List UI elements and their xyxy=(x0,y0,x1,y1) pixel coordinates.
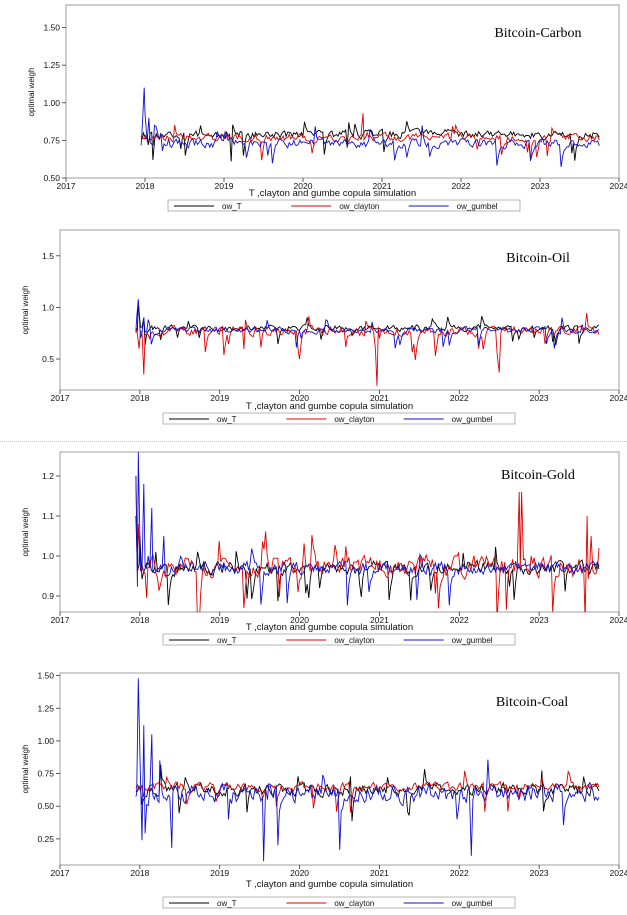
chart-title: Bitcoin-Carbon xyxy=(494,26,581,41)
y-tick-label: 1.0 xyxy=(42,302,54,312)
x-tick-label: 2020 xyxy=(290,615,309,625)
x-tick-label: 2022 xyxy=(450,615,469,625)
x-tick-label: 2023 xyxy=(530,615,549,625)
y-tick-label: 1.00 xyxy=(43,98,60,108)
y-axis-label: optimal weigh xyxy=(21,508,30,557)
legend: ow_T ow_clayton ow_gumbel xyxy=(162,896,516,909)
series-line-ow_gumbel xyxy=(135,678,600,862)
x-tick-label: 2024 xyxy=(610,181,627,191)
chart-panel-4: 2017 2018 2019 2020 2021 2022 2023 2024 0.25 0.50… xyxy=(21,671,627,909)
x-tick-label: 2024 xyxy=(610,868,627,878)
x-axis-label: T ,clayton and gumbe copula simulation xyxy=(246,879,413,890)
legend-box xyxy=(167,199,521,212)
x-tick-label: 2021 xyxy=(370,868,389,878)
y-axis-label: optimal weigh xyxy=(21,745,30,794)
y-axis-label: optimal weigh xyxy=(21,286,30,335)
legend: ow_T ow_clayton ow_gumbel xyxy=(167,199,521,212)
panel-divider xyxy=(0,441,627,442)
legend-box xyxy=(162,896,516,909)
y-tick-label: 0.5 xyxy=(42,354,54,364)
chart-title: Bitcoin-Gold xyxy=(501,468,575,483)
series-line-ow_clayton xyxy=(140,113,600,161)
x-tick-label: 2021 xyxy=(370,615,389,625)
series-line-ow_gumbel xyxy=(135,452,600,606)
x-tick-label: 2017 xyxy=(51,615,70,625)
legend-label: ow_T xyxy=(222,202,242,211)
legend-label: ow_gumbel xyxy=(452,415,493,424)
x-axis-label: T ,clayton and gumbe copula simulation xyxy=(249,188,416,199)
y-tick-label: 1.00 xyxy=(37,736,54,746)
y-tick-label: 0.75 xyxy=(37,769,54,779)
legend-label: ow_gumbel xyxy=(457,202,498,211)
x-tick-label: 2019 xyxy=(210,615,229,625)
chart-panel-2: 2017 2018 2019 2020 2021 2022 2023 2024 0.5 1.0 1.… xyxy=(21,229,627,425)
x-tick-label: 2018 xyxy=(130,868,149,878)
y-tick-label: 1.2 xyxy=(42,471,54,481)
chart-title: Bitcoin-Oil xyxy=(506,251,570,266)
y-tick-label: 0.25 xyxy=(37,834,54,844)
chart-panel-3: 2017 2018 2019 2020 2021 2022 2023 2024 0.9 1.0 1.… xyxy=(21,451,627,646)
x-tick-label: 2023 xyxy=(530,868,549,878)
x-tick-label: 2020 xyxy=(290,868,309,878)
plot-frame xyxy=(59,451,620,613)
chart-panel-1: 2017 2018 2019 2020 2021 2022 2023 2024 0.50 0.75… xyxy=(27,4,627,212)
x-tick-label: 2017 xyxy=(57,181,76,191)
x-tick-label: 2020 xyxy=(290,393,309,403)
legend-label: ow_gumbel xyxy=(452,899,493,908)
x-tick-label: 2018 xyxy=(130,393,149,403)
legend-label: ow_T xyxy=(217,899,237,908)
y-tick-label: 1.50 xyxy=(43,23,60,33)
legend-label: ow_clayton xyxy=(334,415,374,424)
legend-label: ow_clayton xyxy=(334,899,374,908)
x-tick-label: 2023 xyxy=(531,181,550,191)
y-tick-label: 1.25 xyxy=(37,703,54,713)
x-tick-label: 2024 xyxy=(610,615,627,625)
legend-label: ow_clayton xyxy=(334,636,374,645)
y-tick-label: 0.50 xyxy=(43,173,60,183)
x-tick-label: 2023 xyxy=(530,393,549,403)
legend-label: ow_clayton xyxy=(339,202,379,211)
x-axis-label: T ,clayton and gumbe copula simulation xyxy=(246,401,413,412)
x-tick-label: 2019 xyxy=(210,393,229,403)
x-tick-label: 2022 xyxy=(450,868,469,878)
plot-frame xyxy=(59,229,620,391)
y-tick-label: 0.50 xyxy=(37,801,54,811)
legend-box xyxy=(162,633,516,646)
legend: ow_T ow_clayton ow_gumbel xyxy=(162,412,516,425)
x-tick-label: 2017 xyxy=(51,393,70,403)
legend-label: ow_T xyxy=(217,415,237,424)
legend: ow_T ow_clayton ow_gumbel xyxy=(162,633,516,646)
series-line-ow_gumbel xyxy=(140,87,600,167)
legend-label: ow_gumbel xyxy=(452,636,493,645)
y-tick-label: 1.5 xyxy=(42,251,54,261)
x-tick-label: 2017 xyxy=(51,868,70,878)
y-axis-label: optimal weigh xyxy=(27,68,36,117)
x-tick-label: 2019 xyxy=(210,868,229,878)
x-tick-label: 2018 xyxy=(130,615,149,625)
x-tick-label: 2024 xyxy=(610,393,627,403)
x-tick-label: 2022 xyxy=(452,181,471,191)
y-tick-label: 1.0 xyxy=(42,551,54,561)
series-line-ow_clayton xyxy=(135,475,600,612)
chart-title: Bitcoin-Coal xyxy=(496,695,568,710)
x-tick-label: 2021 xyxy=(370,393,389,403)
y-tick-label: 0.9 xyxy=(42,591,54,601)
y-tick-label: 0.75 xyxy=(43,135,60,145)
legend-label: ow_T xyxy=(217,636,237,645)
x-tick-label: 2018 xyxy=(136,181,155,191)
series-line-ow_gumbel xyxy=(135,299,600,349)
y-tick-label: 1.50 xyxy=(37,671,54,681)
y-tick-label: 1.25 xyxy=(43,60,60,70)
x-tick-label: 2019 xyxy=(215,181,234,191)
x-axis-label: T ,clayton and gumbe copula simulation xyxy=(246,622,413,633)
x-tick-label: 2022 xyxy=(450,393,469,403)
x-tick-label: 2021 xyxy=(373,181,392,191)
legend-box xyxy=(162,412,516,425)
x-tick-label: 2020 xyxy=(294,181,313,191)
y-tick-label: 1.1 xyxy=(42,511,54,521)
series-line-ow_clayton xyxy=(135,769,600,813)
